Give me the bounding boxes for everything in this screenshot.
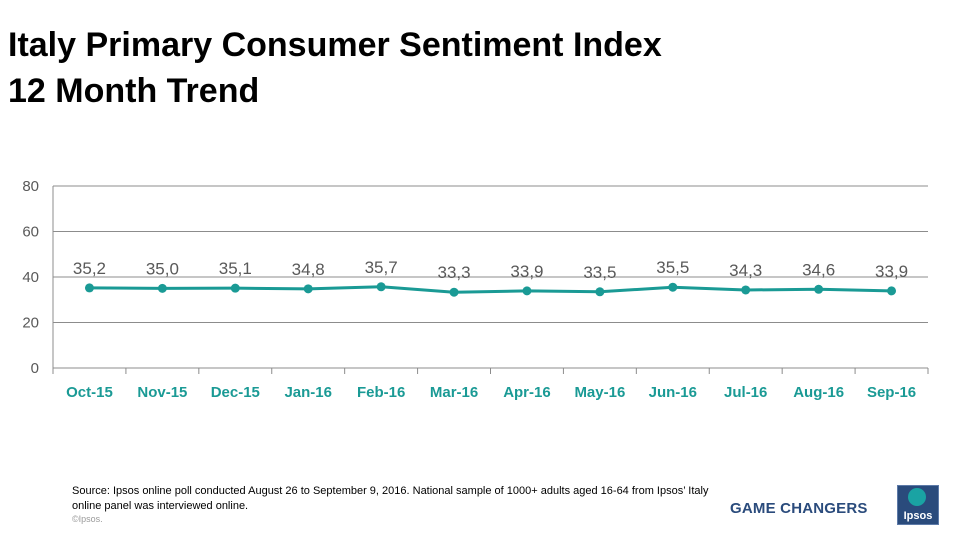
data-label: 35,1 (219, 259, 252, 278)
y-tick-label: 0 (31, 360, 39, 377)
data-label: 33,5 (583, 263, 616, 282)
data-point (522, 286, 532, 296)
x-tick-label: Nov-15 (137, 384, 187, 401)
data-label: 35,5 (656, 258, 689, 277)
data-label: 33,9 (510, 262, 543, 281)
title-line-1: Italy Primary Consumer Sentiment Index (8, 26, 662, 64)
data-label: 33,3 (437, 263, 470, 282)
data-label: 34,8 (292, 260, 325, 279)
source-note: Source: Ipsos online poll conducted Augu… (72, 485, 709, 512)
x-axis-ticks: Oct-15 Nov-15 Dec-15 Jan-16 Feb-16 Mar-16 Apr-… (52, 368, 929, 401)
data-label: 35,2 (73, 259, 106, 278)
logo-mark-icon (908, 488, 926, 506)
x-tick-label: Jun-16 (649, 384, 697, 401)
x-tick-label: Jul-16 (724, 384, 767, 401)
ipsos-logo: Ipsos (897, 485, 939, 525)
data-point (668, 282, 678, 292)
data-point (595, 287, 605, 297)
series-line (89, 285, 892, 294)
x-tick-label: Mar-16 (430, 384, 478, 401)
y-axis-ticks: 0 20 40 60 80 (22, 178, 39, 377)
data-point (84, 283, 94, 293)
x-tick-label: Aug-16 (793, 384, 844, 401)
data-point (376, 282, 386, 292)
y-tick-label: 40 (22, 269, 39, 286)
x-tick-label: Oct-15 (66, 384, 113, 401)
data-point (449, 287, 459, 297)
copyright-text: ©Ipsos. (72, 514, 103, 524)
data-point (230, 283, 240, 293)
title-line-2: 12 Month Trend (8, 72, 260, 110)
data-label: 34,3 (729, 261, 762, 280)
y-tick-label: 60 (22, 224, 39, 241)
x-tick-label: Apr-16 (503, 384, 551, 401)
data-point (741, 285, 751, 295)
data-point (303, 284, 313, 294)
y-tick-label: 80 (22, 178, 39, 195)
x-tick-label: Jan-16 (284, 384, 332, 401)
gridlines (52, 185, 928, 369)
chart-title: Italy Primary Consumer Sentiment Index 1… (8, 22, 662, 114)
line-chart: 0 20 40 60 80 Oct-15 Nov-15 Dec-15 Jan-16 Feb-16… (22, 178, 929, 401)
y-tick-label: 20 (22, 315, 39, 332)
x-tick-label: Sep-16 (867, 384, 916, 401)
data-label: 33,9 (875, 262, 908, 281)
x-tick-label: Dec-15 (211, 384, 260, 401)
x-tick-label: May-16 (574, 384, 625, 401)
game-changers-tagline: GAME CHANGERS (730, 500, 868, 517)
data-points (84, 282, 897, 297)
trend-line (89, 285, 892, 294)
data-point (887, 286, 897, 296)
data-label: 35,7 (365, 258, 398, 277)
x-tick-label: Feb-16 (357, 384, 405, 401)
logo-text: Ipsos (903, 510, 933, 522)
data-label: 34,6 (802, 260, 835, 279)
data-label: 35,0 (146, 259, 179, 278)
data-labels: 35,2 35,0 35,1 34,8 35,7 33,3 33,9 33,5 35,5 34,3… (73, 258, 908, 282)
data-point (814, 284, 824, 294)
data-point (157, 283, 167, 293)
